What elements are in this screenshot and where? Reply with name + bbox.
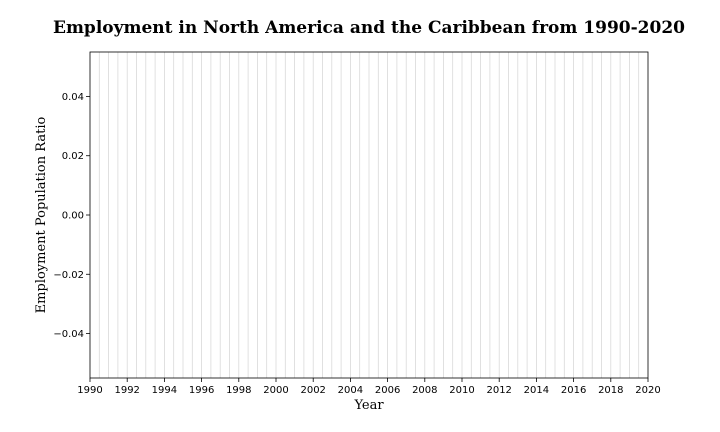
x-tick-label: 2014 (524, 385, 549, 396)
x-tick-label: 2018 (598, 385, 623, 396)
x-tick-label: 1992 (114, 385, 139, 396)
x-axis: 1990 1992 1994 1996 1998 2000 2002 2004 2006 2008… (77, 378, 661, 396)
x-tick-label: 2020 (635, 385, 660, 396)
chart-title: Employment in North America and the Cari… (53, 18, 685, 38)
x-tick-label: 2004 (338, 385, 363, 396)
x-tick-label: 2002 (300, 385, 325, 396)
y-tick-label: −0.02 (53, 270, 84, 281)
y-tick-label: −0.04 (53, 329, 84, 340)
x-tick-label: 1996 (189, 385, 214, 396)
x-tick-label: 2008 (412, 385, 437, 396)
x-tick-label: 2012 (486, 385, 511, 396)
x-tick-label: 2006 (375, 385, 400, 396)
x-tick-label: 2016 (561, 385, 586, 396)
y-axis-label: Employment Population Ratio (34, 117, 49, 314)
y-tick-label: 0.02 (62, 151, 84, 162)
y-tick-label: 0.00 (62, 211, 84, 222)
x-tick-label: 1990 (77, 385, 102, 396)
x-tick-label: 1994 (152, 385, 177, 396)
x-tick-label: 2010 (449, 385, 474, 396)
x-tick-label: 1998 (226, 385, 251, 396)
y-tick-label: 0.04 (62, 92, 84, 103)
grid-lines (98, 52, 640, 378)
y-axis: −0.04 −0.02 0.00 0.02 0.04 (53, 92, 90, 340)
x-tick-label: 2000 (263, 385, 288, 396)
x-axis-label: Year (353, 398, 384, 413)
